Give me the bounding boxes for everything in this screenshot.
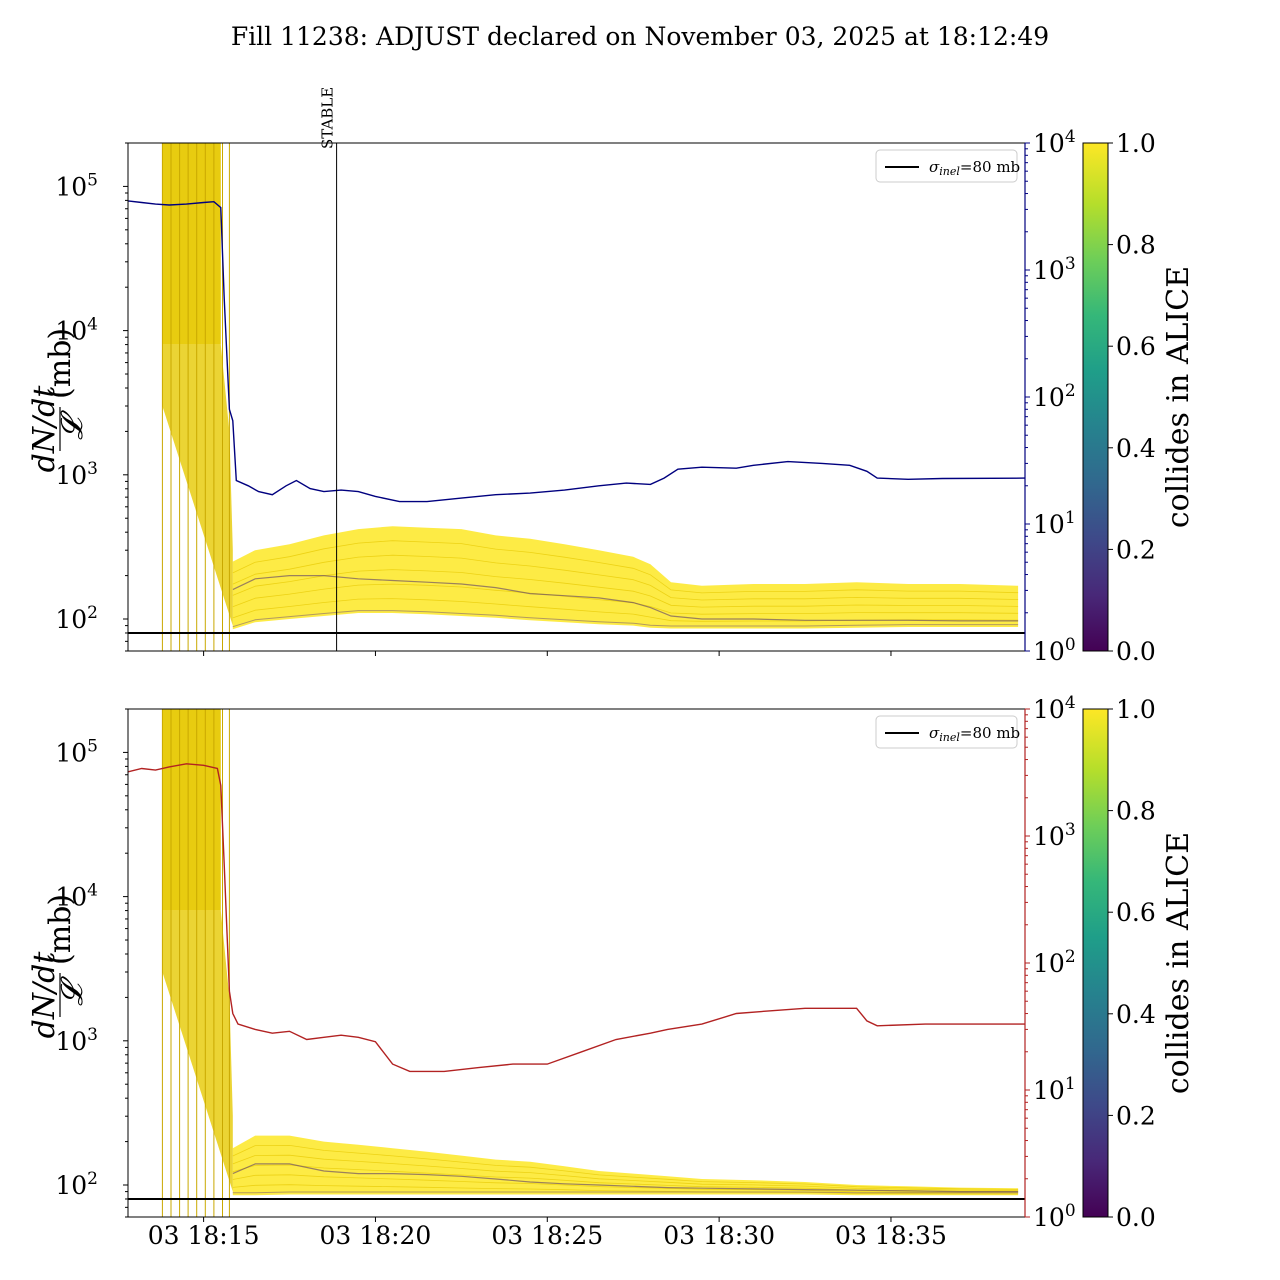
y-tick-label: 103 <box>55 459 98 490</box>
y-axis-label: dN/dt𝓛(mb) <box>27 328 90 472</box>
bunch-curve <box>232 1184 1019 1195</box>
right-y-tick-label: 101 <box>1033 1074 1076 1105</box>
y-label-unit: (mb) <box>43 894 78 965</box>
right-y-tick-label: 104 <box>1033 693 1076 724</box>
y-tick-label: 104 <box>55 315 98 346</box>
colorbar-label: collides in ALICE <box>1161 266 1196 528</box>
x-tick-label: 03 18:15 <box>148 1221 260 1250</box>
right-y-tick-label: 103 <box>1033 820 1076 851</box>
colorbar: 0.0 0.2 0.4 0.6 0.8 1.0 collides in ALICE <box>1082 129 1196 666</box>
legend: σinel=80 mb <box>875 149 1020 183</box>
colorbar-tick-label: 0.6 <box>1116 332 1156 361</box>
y-label-unit: (mb) <box>43 328 78 399</box>
bunch-curve <box>232 1154 1019 1191</box>
colorbar-tick-label: 0.8 <box>1116 797 1156 826</box>
noncolliding-curve-low <box>232 610 1019 628</box>
right-axis-series <box>128 763 1025 1073</box>
plot-area <box>128 709 1025 1217</box>
figure-title: Fill 11238: ADJUST declared on November … <box>231 22 1049 51</box>
colorbar: 0.0 0.2 0.4 0.6 0.8 1.0 collides in ALICE <box>1082 695 1196 1232</box>
y-tick-label: 102 <box>55 1169 98 1200</box>
right-y-tick-label: 100 <box>1033 1201 1076 1232</box>
colorbar-tick-label: 0.4 <box>1116 1000 1156 1029</box>
colorbar-tick-label: 0.8 <box>1116 231 1156 260</box>
bunch-curve <box>232 554 1019 601</box>
x-tick-label: 03 18:25 <box>491 1221 603 1250</box>
y-tick-label: 102 <box>55 603 98 634</box>
colorbar-gradient <box>1082 708 1109 1218</box>
colorbar-tick-label: 0.0 <box>1116 1203 1156 1232</box>
y-label-numerator: dN/dt <box>27 385 62 473</box>
bunch-curve <box>232 1144 1019 1190</box>
colorbar-label: collides in ALICE <box>1161 832 1196 1094</box>
colorbar-tick-label: 0.6 <box>1116 898 1156 927</box>
x-tick-label: 03 18:20 <box>320 1221 432 1250</box>
early-bunch-block <box>162 709 221 911</box>
colorbar-tick-label: 1.0 <box>1116 129 1156 158</box>
bunch-curve <box>232 540 1019 594</box>
noncolliding-curve <box>232 1163 1019 1193</box>
noncolliding-curve <box>232 574 1019 622</box>
right-y-tick-label: 102 <box>1033 381 1076 412</box>
legend-frame <box>875 715 1018 749</box>
legend-label: σinel=80 mb <box>929 158 1020 178</box>
stable-label: STABLE <box>319 87 337 149</box>
bunch-curve <box>232 1174 1019 1194</box>
colorbar-tick-label: 0.4 <box>1116 434 1156 463</box>
bunch-band <box>232 526 1019 630</box>
legend-frame <box>875 149 1018 183</box>
bunch-curve <box>232 569 1019 608</box>
y-tick-label: 104 <box>55 881 98 912</box>
y-tick-label: 105 <box>55 736 98 767</box>
y-tick-label: 103 <box>55 1025 98 1056</box>
right-axis-series <box>128 200 1025 503</box>
bottom-panel: 102 103 104 105 100 101 102 103 104 03 18:15 03 18… <box>27 693 1196 1250</box>
right-y-tick-label: 103 <box>1033 254 1076 285</box>
y-tick-label: 105 <box>55 170 98 201</box>
colorbar-tick-label: 1.0 <box>1116 695 1156 724</box>
noncolliding-curve-low <box>232 1191 1019 1194</box>
colorbar-tick-label: 0.0 <box>1116 637 1156 666</box>
colorbar-gradient <box>1082 142 1109 652</box>
top-panel: STABLE102103104105100101102103104dN/dt𝓛(… <box>27 87 1196 666</box>
right-y-tick-label: 101 <box>1033 508 1076 539</box>
plot-area <box>128 143 1025 651</box>
legend: σinel=80 mb <box>875 715 1020 749</box>
x-tick-label: 03 18:35 <box>835 1221 947 1250</box>
y-axis-label: dN/dt𝓛(mb) <box>27 894 90 1038</box>
right-y-tick-label: 102 <box>1033 947 1076 978</box>
right-y-tick-label: 100 <box>1033 635 1076 666</box>
legend-label: σinel=80 mb <box>929 724 1020 744</box>
colorbar-tick-label: 0.2 <box>1116 535 1156 564</box>
colorbar-tick-label: 0.2 <box>1116 1101 1156 1130</box>
early-bunch-block <box>162 143 221 345</box>
right-y-tick-label: 104 <box>1033 127 1076 158</box>
bunch-curve <box>232 583 1019 615</box>
y-label-numerator: dN/dt <box>27 951 62 1039</box>
x-tick-label: 03 18:30 <box>663 1221 775 1250</box>
